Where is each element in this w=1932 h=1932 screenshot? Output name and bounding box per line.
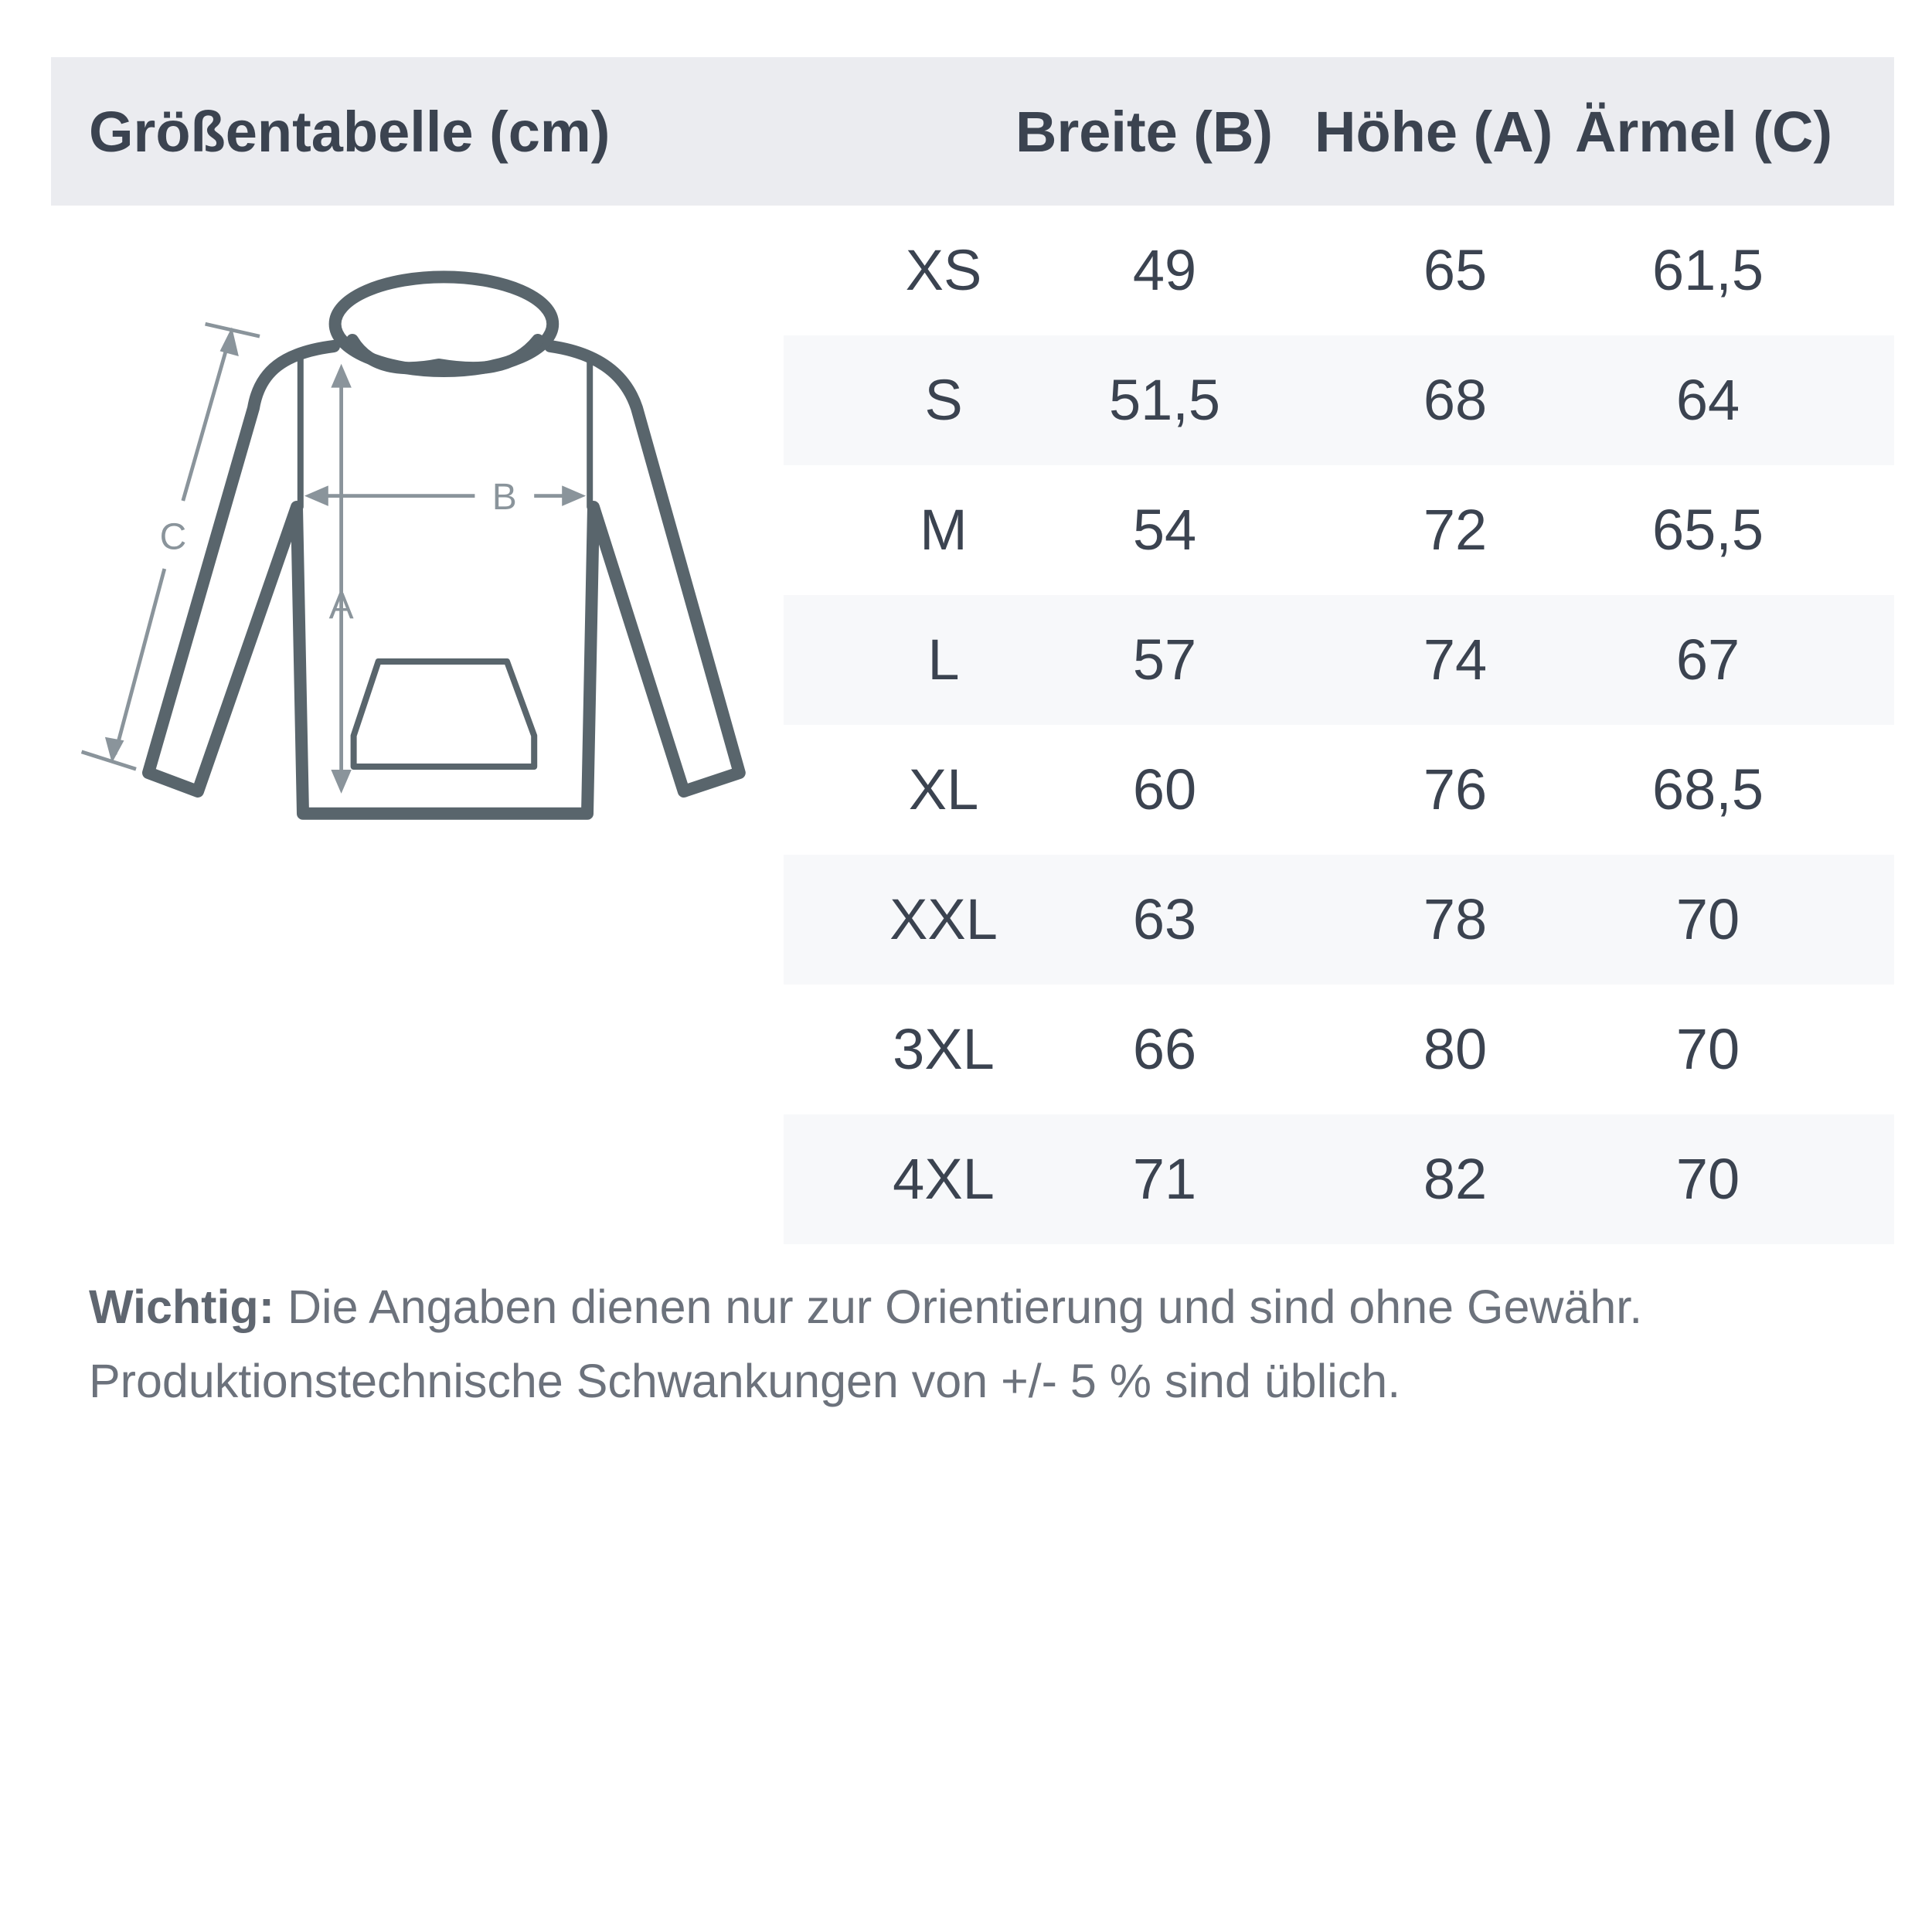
cell-aermel: 68,5	[1651, 757, 1764, 821]
cell-size: 4XL	[893, 1147, 995, 1211]
table-row: 3XL 66 80 70	[784, 985, 1894, 1114]
cell-aermel: 70	[1675, 1147, 1740, 1211]
column-header-aermel: Ärmel (C)	[1575, 100, 1833, 164]
cell-aermel: 65,5	[1651, 498, 1764, 562]
cell-aermel: 61,5	[1651, 238, 1764, 302]
table-row: XL 60 76 68,5	[784, 725, 1894, 855]
cell-aermel: 70	[1675, 887, 1740, 951]
table-row: 4XL 71 82 70	[784, 1114, 1894, 1244]
note-bold: Wichtig:	[89, 1281, 275, 1333]
table-row: XS 49 65 61,5	[784, 206, 1894, 335]
cell-breite: 54	[1132, 498, 1197, 562]
note-line-2: Produktionstechnische Schwankungen von +…	[89, 1355, 1401, 1407]
cell-hoehe: 65	[1423, 238, 1488, 302]
cell-aermel: 67	[1675, 628, 1740, 692]
hoodie-outline-icon	[142, 270, 746, 820]
cell-hoehe: 76	[1423, 757, 1488, 821]
table-title: Größentabelle (cm)	[89, 100, 611, 164]
column-header-hoehe: Höhe (A)	[1315, 100, 1553, 164]
cell-hoehe: 82	[1423, 1147, 1488, 1211]
cell-breite: 51,5	[1108, 368, 1221, 432]
cell-size: 3XL	[893, 1017, 995, 1081]
cell-breite: 71	[1132, 1147, 1197, 1211]
cell-size: XS	[905, 238, 982, 302]
cell-size: M	[920, 498, 968, 562]
column-header-breite: Breite (B)	[1015, 100, 1274, 164]
table-header: Größentabelle (cm) Breite (B) Höhe (A) Ä…	[51, 57, 1894, 206]
cell-hoehe: 80	[1423, 1017, 1488, 1081]
cell-aermel: 64	[1675, 368, 1740, 432]
cell-hoehe: 78	[1423, 887, 1488, 951]
cell-size: XL	[908, 757, 979, 821]
cell-size: S	[924, 368, 963, 432]
cell-breite: 63	[1132, 887, 1197, 951]
note-line-1: Wichtig: Die Angaben dienen nur zur Orie…	[89, 1280, 1642, 1334]
table-row: XXL 63 78 70	[784, 855, 1894, 985]
table-row: M 54 72 65,5	[784, 465, 1894, 595]
table-row: L 57 74 67	[784, 595, 1894, 725]
cell-aermel: 70	[1675, 1017, 1740, 1081]
note-text-1: Die Angaben dienen nur zur Orientierung …	[274, 1281, 1643, 1333]
diagram-label-b: B	[492, 477, 517, 518]
cell-breite: 49	[1132, 238, 1197, 302]
cell-size: XXL	[889, 887, 998, 951]
cell-hoehe: 72	[1423, 498, 1488, 562]
cell-size: L	[927, 628, 960, 692]
diagram-label-c: C	[160, 516, 187, 557]
cell-breite: 60	[1132, 757, 1197, 821]
cell-hoehe: 68	[1423, 368, 1488, 432]
cell-hoehe: 74	[1423, 628, 1488, 692]
table-row: S 51,5 68 64	[784, 335, 1894, 465]
cell-breite: 66	[1132, 1017, 1197, 1081]
cell-breite: 57	[1132, 628, 1197, 692]
diagram-label-a: A	[329, 586, 354, 627]
